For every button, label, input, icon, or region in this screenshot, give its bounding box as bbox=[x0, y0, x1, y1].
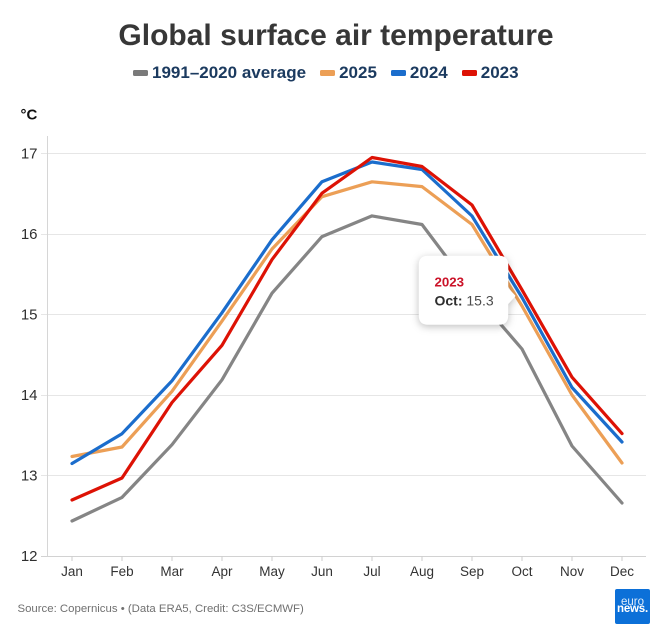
svg-text:Jul: Jul bbox=[363, 564, 380, 579]
svg-text:16: 16 bbox=[21, 226, 38, 243]
svg-text:Mar: Mar bbox=[160, 564, 184, 579]
svg-text:May: May bbox=[259, 564, 285, 579]
svg-text:Oct: Oct bbox=[511, 564, 532, 579]
svg-text:Apr: Apr bbox=[211, 564, 233, 579]
svg-text:17: 17 bbox=[21, 145, 38, 162]
svg-text:13: 13 bbox=[21, 467, 38, 484]
svg-text:Nov: Nov bbox=[560, 564, 584, 579]
svg-text:Dec: Dec bbox=[610, 564, 634, 579]
svg-text:12: 12 bbox=[21, 548, 38, 565]
svg-text:°C: °C bbox=[21, 107, 38, 124]
svg-text:2023: 2023 bbox=[435, 274, 465, 289]
svg-text:Aug: Aug bbox=[410, 564, 434, 579]
svg-text:Oct: 15.3: Oct: 15.3 bbox=[435, 292, 494, 308]
svg-text:Jan: Jan bbox=[61, 564, 83, 579]
svg-text:Sep: Sep bbox=[460, 564, 484, 579]
svg-text:15: 15 bbox=[21, 306, 38, 323]
svg-text:Jun: Jun bbox=[311, 564, 333, 579]
svg-text:Feb: Feb bbox=[110, 564, 133, 579]
svg-text:14: 14 bbox=[21, 387, 38, 404]
